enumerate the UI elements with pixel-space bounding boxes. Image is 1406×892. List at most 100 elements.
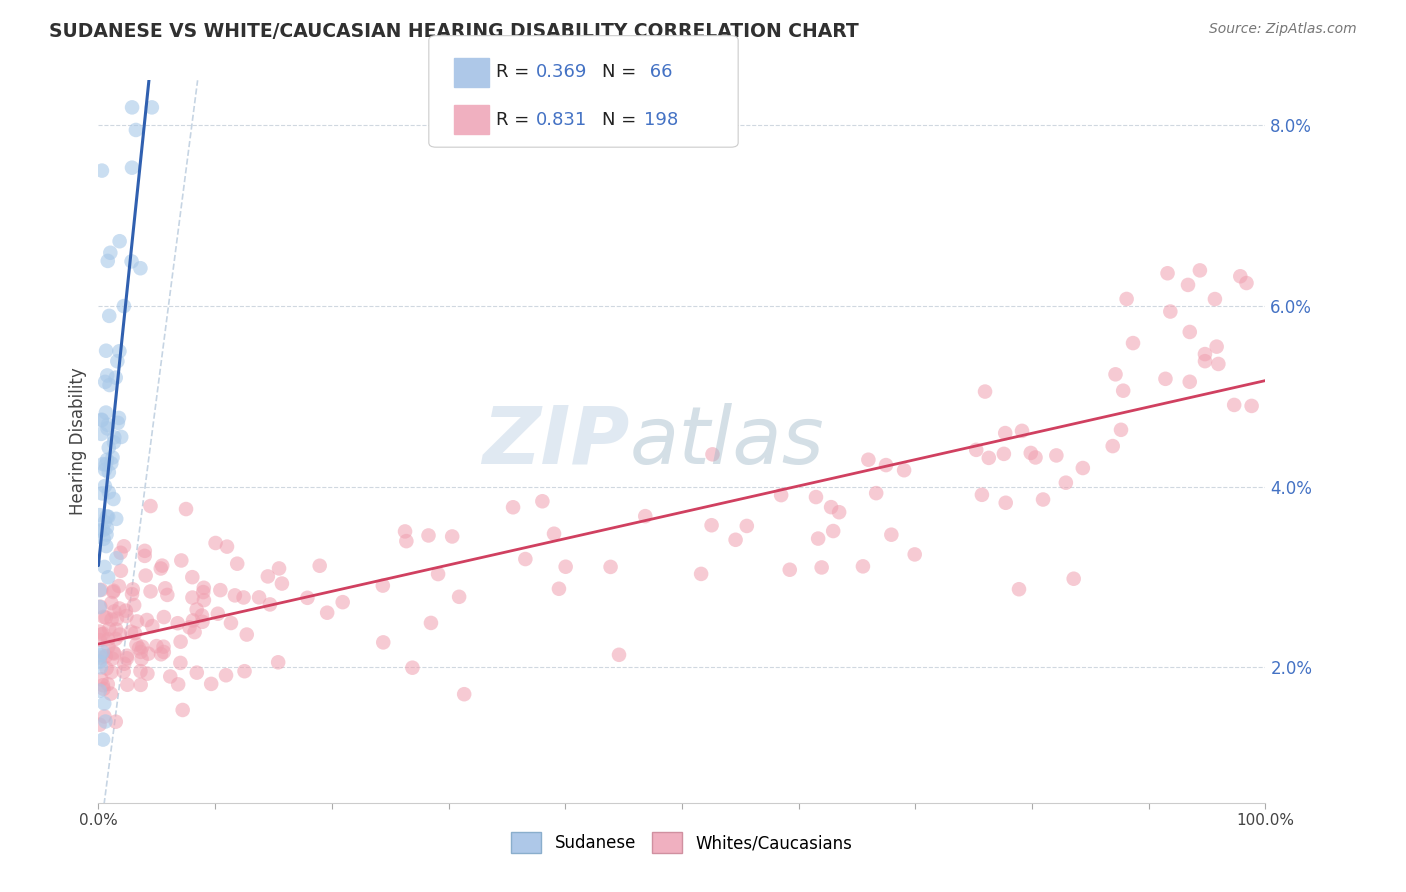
Point (236, 627, 259, 641)
Point (316, 606, 339, 620)
Point (101, 450, 124, 465)
Point (852, 559, 875, 574)
Point (1194, 354, 1216, 368)
Point (94, 515, 117, 529)
Point (167, 677, 190, 691)
Point (371, 579, 394, 593)
Text: Source: ZipAtlas.com: Source: ZipAtlas.com (1209, 22, 1357, 37)
Text: SUDANESE VS WHITE/CAUCASIAN HEARING DISABILITY CORRELATION CHART: SUDANESE VS WHITE/CAUCASIAN HEARING DISA… (49, 22, 859, 41)
Point (965, 442, 987, 457)
Point (634, 509, 657, 524)
Point (94, 458, 117, 472)
Point (101, 652, 124, 666)
Text: 198: 198 (644, 111, 678, 128)
Point (191, 608, 214, 623)
Point (191, 615, 214, 629)
Point (1071, 461, 1094, 475)
Point (215, 540, 238, 554)
Point (90, 582, 112, 597)
Point (804, 490, 827, 504)
Point (135, 568, 157, 582)
Point (1236, 276, 1258, 290)
Point (100, 456, 122, 470)
Text: 0.831: 0.831 (536, 111, 586, 128)
Point (97, 441, 120, 455)
Point (152, 640, 174, 654)
Point (395, 534, 418, 549)
Point (700, 518, 723, 533)
Point (1205, 340, 1227, 354)
Point (104, 632, 127, 646)
Point (232, 591, 254, 605)
Point (94, 649, 117, 664)
Point (94, 714, 117, 729)
Point (115, 651, 138, 665)
Point (97, 465, 120, 479)
Point (108, 234, 131, 248)
Text: N =: N = (602, 63, 641, 81)
Legend: Sudanese, Whites/Caucasians: Sudanese, Whites/Caucasians (505, 826, 859, 860)
Point (174, 502, 197, 516)
Text: R =: R = (496, 111, 536, 128)
Point (97, 570, 120, 584)
Point (97, 509, 120, 524)
Point (974, 384, 997, 399)
Point (89, 648, 111, 663)
Point (531, 494, 554, 508)
Point (1156, 266, 1178, 280)
Point (1008, 582, 1031, 597)
Point (1223, 398, 1246, 412)
Point (129, 645, 152, 659)
Point (103, 583, 125, 598)
Point (875, 458, 897, 472)
Point (129, 664, 152, 678)
Point (186, 602, 208, 616)
Point (110, 564, 132, 578)
Point (100, 596, 122, 610)
Point (159, 669, 181, 683)
Point (112, 657, 135, 671)
Point (1178, 375, 1201, 389)
Point (97, 417, 120, 432)
Point (150, 558, 173, 573)
Point (865, 486, 887, 500)
Point (215, 668, 238, 682)
Point (89, 583, 111, 598)
Point (107, 416, 129, 430)
Point (607, 648, 630, 662)
Point (91, 645, 114, 659)
Point (1188, 263, 1211, 277)
Point (418, 528, 440, 542)
Point (150, 647, 173, 661)
Point (96, 452, 118, 467)
Point (219, 615, 242, 630)
Point (89, 655, 111, 669)
Point (226, 557, 249, 571)
Point (131, 640, 153, 654)
Point (183, 625, 205, 640)
Point (179, 620, 201, 634)
Point (977, 450, 1000, 465)
Point (90, 426, 112, 441)
Point (1208, 357, 1230, 371)
Point (904, 548, 927, 562)
Point (93, 560, 115, 574)
Point (1063, 572, 1085, 586)
Point (1204, 292, 1226, 306)
Point (139, 499, 162, 513)
Point (1194, 347, 1216, 361)
Text: R =: R = (496, 63, 536, 81)
Point (724, 533, 747, 547)
Point (401, 661, 423, 675)
Point (103, 430, 125, 444)
Point (170, 553, 193, 567)
Point (1104, 368, 1126, 382)
Point (1032, 492, 1054, 507)
Point (994, 496, 1017, 510)
Point (1019, 446, 1042, 460)
Point (169, 656, 191, 670)
Point (308, 558, 330, 573)
Point (145, 639, 167, 653)
Point (139, 584, 162, 599)
Point (98, 622, 121, 636)
